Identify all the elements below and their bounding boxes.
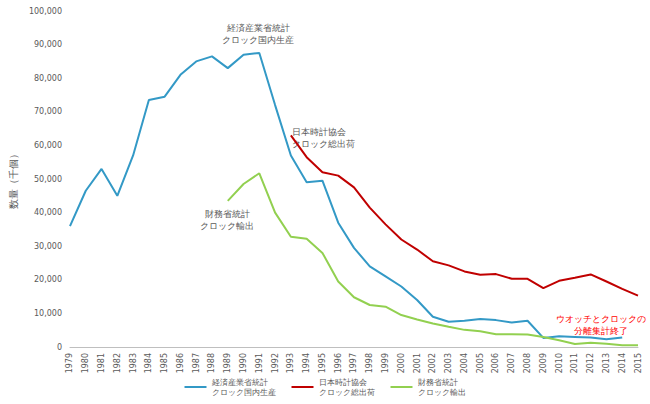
svg-text:1991: 1991	[255, 353, 264, 373]
svg-text:2000: 2000	[397, 353, 406, 373]
svg-text:財務省統計: 財務省統計	[418, 378, 458, 387]
svg-text:0: 0	[57, 343, 62, 352]
svg-text:2003: 2003	[444, 353, 453, 373]
svg-text:ウオッチとクロックの: ウオッチとクロックの	[556, 314, 646, 324]
svg-text:クロック国内生産: クロック国内生産	[222, 35, 294, 45]
svg-text:2002: 2002	[428, 353, 437, 373]
svg-text:1990: 1990	[239, 353, 248, 373]
svg-text:1999: 1999	[381, 353, 390, 373]
svg-text:日本時計協会: 日本時計協会	[292, 127, 346, 137]
svg-text:1983: 1983	[129, 353, 138, 373]
svg-text:クロック輸出: クロック輸出	[418, 388, 466, 397]
svg-text:1980: 1980	[81, 353, 90, 373]
svg-text:1979: 1979	[65, 353, 74, 373]
svg-text:1993: 1993	[286, 353, 295, 373]
svg-text:1985: 1985	[160, 353, 169, 373]
svg-text:40,000: 40,000	[34, 208, 62, 217]
svg-text:20,000: 20,000	[34, 275, 62, 284]
svg-text:2012: 2012	[586, 353, 595, 373]
svg-text:1981: 1981	[97, 353, 106, 373]
svg-text:2007: 2007	[507, 353, 516, 373]
svg-text:2015: 2015	[634, 353, 643, 373]
svg-text:財務省統計: 財務省統計	[205, 209, 250, 219]
svg-text:クロック輸出: クロック輸出	[200, 221, 254, 231]
svg-text:100,000: 100,000	[29, 7, 62, 16]
svg-text:経済産業省統計: 経済産業省統計	[211, 378, 268, 387]
svg-text:90,000: 90,000	[34, 40, 62, 49]
svg-text:1997: 1997	[349, 353, 358, 373]
svg-text:50,000: 50,000	[34, 175, 62, 184]
svg-text:経済産業省統計: 経済産業省統計	[226, 23, 290, 33]
svg-text:日本時計協会: 日本時計協会	[319, 378, 367, 387]
svg-text:1995: 1995	[318, 353, 327, 373]
svg-text:30,000: 30,000	[34, 242, 62, 251]
svg-text:1982: 1982	[113, 353, 122, 373]
svg-text:1986: 1986	[176, 353, 185, 373]
svg-text:2014: 2014	[618, 353, 627, 373]
svg-text:数量（千個）: 数量（千個）	[8, 149, 19, 209]
svg-text:1998: 1998	[365, 353, 374, 373]
svg-text:2004: 2004	[460, 353, 469, 373]
svg-text:80,000: 80,000	[34, 74, 62, 83]
svg-text:2006: 2006	[491, 353, 500, 373]
svg-text:2008: 2008	[523, 353, 532, 373]
svg-text:10,000: 10,000	[34, 309, 62, 318]
svg-text:クロック国内生産: クロック国内生産	[212, 388, 276, 397]
svg-text:1996: 1996	[334, 353, 343, 373]
svg-text:2013: 2013	[602, 353, 611, 373]
svg-text:70,000: 70,000	[34, 107, 62, 116]
svg-text:1989: 1989	[223, 353, 232, 373]
svg-text:1992: 1992	[271, 353, 280, 373]
svg-text:1988: 1988	[207, 353, 216, 373]
svg-text:クロック総出荷: クロック総出荷	[292, 139, 355, 149]
svg-text:60,000: 60,000	[34, 141, 62, 150]
svg-text:2005: 2005	[476, 353, 485, 373]
svg-text:1984: 1984	[144, 353, 153, 373]
svg-text:2009: 2009	[539, 353, 548, 373]
svg-text:分離集計終了: 分離集計終了	[574, 326, 628, 336]
svg-text:2001: 2001	[413, 353, 422, 373]
svg-text:クロック総出荷: クロック総出荷	[319, 388, 375, 397]
svg-text:1994: 1994	[302, 353, 311, 373]
svg-text:1987: 1987	[192, 353, 201, 373]
svg-text:2011: 2011	[570, 353, 579, 373]
svg-text:2010: 2010	[555, 353, 564, 373]
